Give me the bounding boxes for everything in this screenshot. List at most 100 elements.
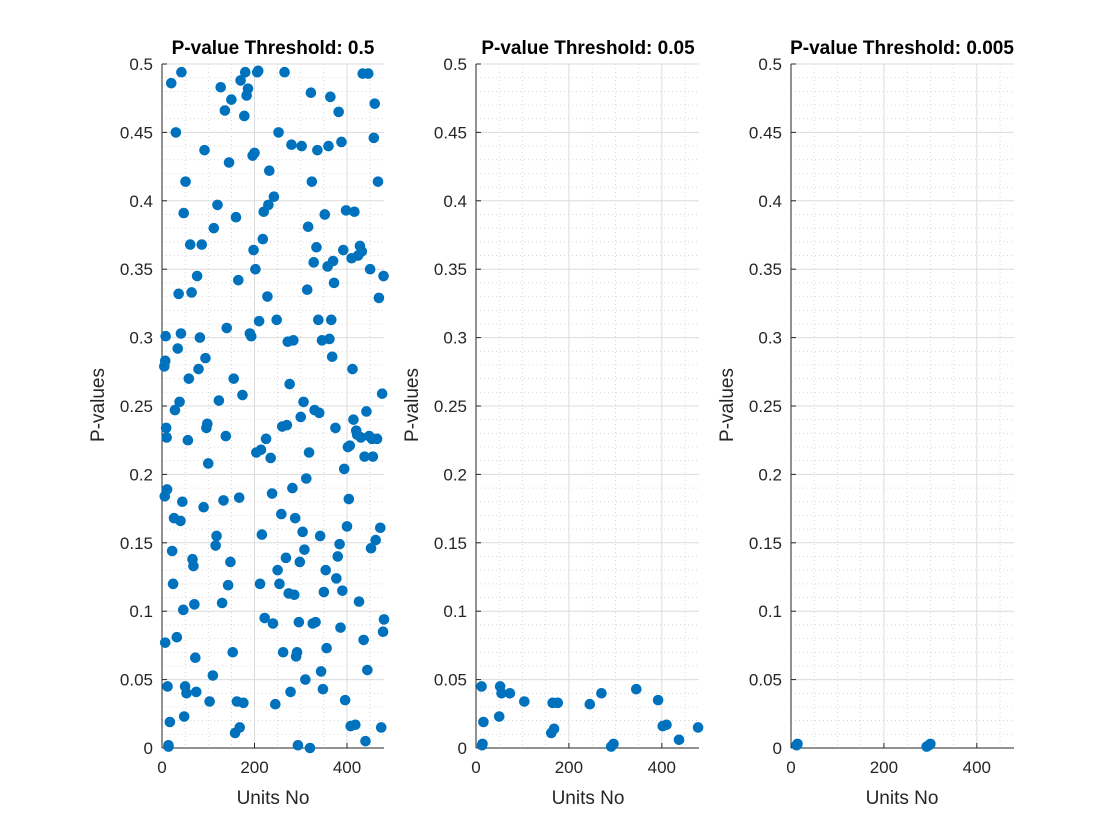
data-point [234, 722, 245, 733]
data-point [215, 81, 227, 93]
data-point [250, 263, 261, 275]
data-point [340, 205, 352, 216]
data-point [237, 389, 248, 401]
x-tick-label: 200 [870, 758, 898, 777]
x-tick-label: 0 [786, 758, 795, 777]
data-point [271, 314, 283, 326]
data-point [323, 140, 334, 152]
data-point [177, 604, 189, 616]
data-point [330, 422, 341, 434]
y-tick-label: 0.45 [434, 123, 467, 142]
y-tick-label: 0.3 [129, 329, 153, 348]
data-point [365, 542, 377, 554]
y-tick-label: 0.25 [120, 397, 153, 416]
y-tick-label: 0.35 [434, 260, 467, 279]
data-point [338, 463, 350, 475]
y-tick-label: 0 [144, 739, 153, 758]
data-point [257, 233, 269, 245]
y-tick-label: 0.2 [129, 465, 153, 484]
data-point [306, 176, 318, 187]
data-point [368, 132, 380, 144]
data-point [375, 522, 386, 534]
subplot-threshold-0.5: P-value Threshold: 0.5 Units No P-values… [88, 38, 390, 809]
data-point [163, 741, 174, 752]
data-point [227, 646, 239, 658]
data-point [336, 136, 347, 148]
y-tick-label: 0.35 [749, 260, 782, 279]
y-axis-label: P-values [717, 368, 738, 442]
data-point [315, 666, 327, 677]
data-point [249, 147, 260, 159]
data-point [285, 686, 296, 698]
data-point [652, 694, 664, 706]
y-tick-label: 0.5 [129, 55, 153, 74]
chart-title: P-value Threshold: 0.005 [790, 38, 1014, 59]
y-tick-label: 0.4 [758, 192, 782, 211]
data-point [353, 596, 365, 607]
data-point [175, 328, 187, 339]
data-point [239, 66, 251, 78]
data-point [190, 686, 202, 698]
data-point [245, 330, 257, 342]
data-point [360, 735, 371, 747]
data-point [223, 157, 235, 168]
data-point [350, 719, 361, 731]
data-point [302, 221, 314, 233]
data-point [219, 105, 231, 116]
data-point [294, 556, 306, 568]
y-tick-label: 0.3 [443, 329, 467, 348]
data-point [256, 529, 268, 540]
data-point [334, 538, 345, 550]
data-point [170, 127, 182, 138]
data-point [476, 681, 487, 692]
x-tick-label: 200 [555, 758, 583, 777]
data-point [184, 239, 196, 250]
data-point [312, 144, 323, 156]
data-point [313, 407, 325, 419]
y-tick-label: 0.5 [758, 55, 782, 74]
data-point [235, 75, 246, 86]
data-point [198, 501, 209, 513]
data-point [339, 694, 351, 706]
data-point [478, 716, 489, 728]
chart-title: P-value Threshold: 0.05 [481, 38, 695, 59]
y-tick-label: 0.05 [120, 671, 153, 690]
data-point [300, 674, 311, 685]
data-point [238, 697, 249, 709]
data-point [233, 492, 245, 503]
data-point [200, 352, 211, 364]
data-point [371, 433, 383, 445]
x-tick-label: 0 [471, 758, 480, 777]
subplot-threshold-0.05: P-value Threshold: 0.05 Units No P-value… [402, 38, 704, 809]
data-point [226, 94, 237, 105]
data-point [259, 612, 270, 624]
data-point [337, 585, 348, 596]
data-point [277, 646, 289, 658]
data-point [325, 314, 337, 326]
data-point [296, 140, 307, 152]
x-tick-label: 400 [333, 758, 361, 777]
data-point [220, 430, 232, 442]
data-point [222, 579, 234, 591]
data-point [166, 545, 178, 557]
scatter-series [476, 681, 704, 752]
data-point [242, 83, 254, 94]
data-point [266, 488, 278, 499]
data-point [260, 433, 272, 445]
y-tick-label: 0.15 [120, 534, 153, 553]
data-point [661, 719, 672, 731]
data-point [552, 697, 564, 709]
y-tick-label: 0.1 [129, 602, 153, 621]
scatter-series [791, 738, 936, 752]
data-point [161, 432, 172, 443]
x-axis-label: Units No [866, 788, 939, 809]
data-point [191, 270, 203, 282]
data-point [304, 742, 316, 754]
x-axis-label: Units No [552, 788, 625, 809]
data-point [202, 458, 214, 469]
data-point [343, 493, 355, 505]
data-point [361, 406, 372, 417]
y-tick-label: 0.2 [758, 465, 782, 484]
data-point [211, 530, 222, 542]
data-point [175, 515, 186, 527]
